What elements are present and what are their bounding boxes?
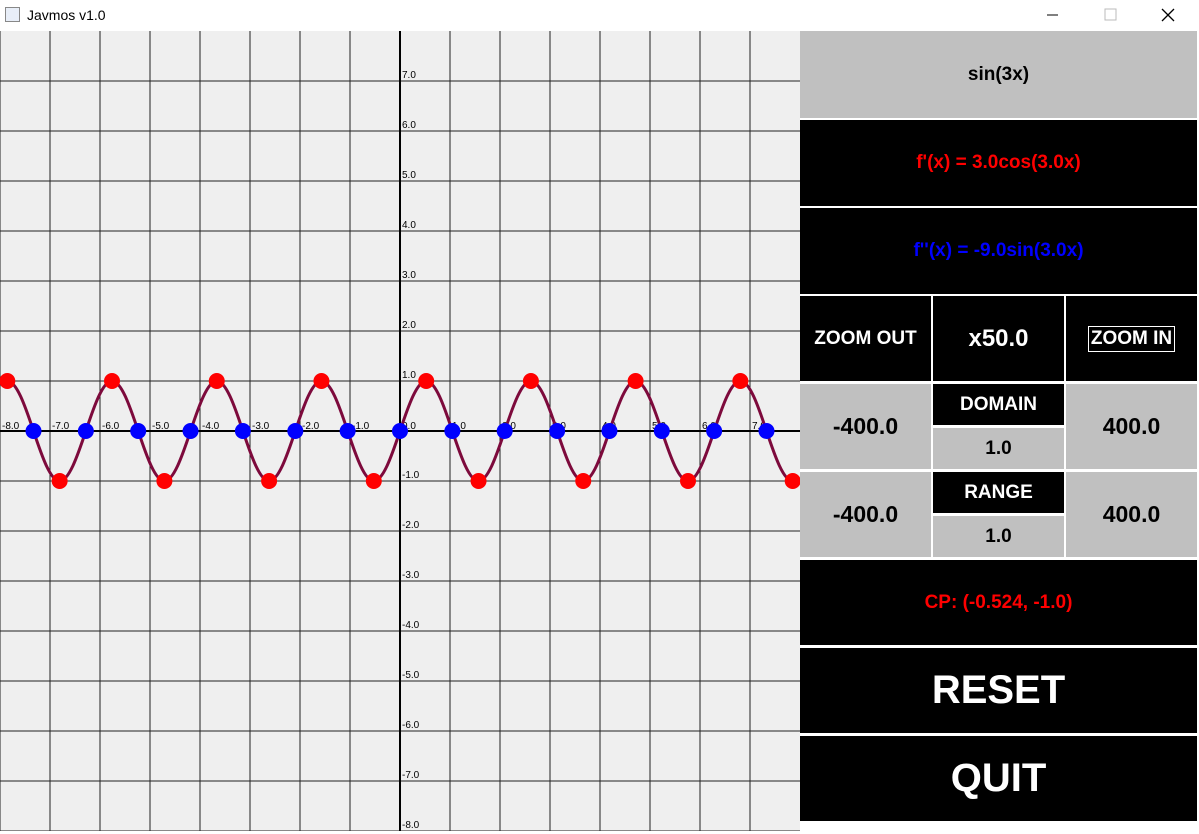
y-tick-label: -6.0 — [402, 720, 420, 731]
inflection-point — [25, 423, 42, 439]
y-tick-label: -7.0 — [402, 770, 420, 781]
inflection-point — [234, 423, 251, 439]
critical-point — [522, 373, 539, 389]
x-tick-label: -8.0 — [2, 421, 20, 432]
inflection-point — [706, 423, 723, 439]
y-tick-label: 4.0 — [402, 220, 416, 231]
zoom-in-label: ZOOM IN — [1087, 325, 1176, 352]
maximize-button[interactable] — [1104, 8, 1117, 21]
range-min-input[interactable]: -400.0 — [800, 472, 931, 557]
x-tick-label: -2.0 — [302, 421, 320, 432]
x-tick-label: -3.0 — [252, 421, 270, 432]
x-tick-label: -6.0 — [102, 421, 120, 432]
graph-area: -8.0 -7.0 -6.0 -5.0 -4.0 -3.0 -2.0 -1.0 0.0 1.0 2.… — [0, 31, 800, 831]
y-tick-label: -2.0 — [402, 520, 420, 531]
critical-point — [365, 473, 382, 489]
inflection-point — [77, 423, 94, 439]
critical-point-display: CP: (-0.524, -1.0) — [800, 560, 1197, 645]
x-tick-label: -7.0 — [52, 421, 70, 432]
critical-point — [156, 473, 173, 489]
range-label: RANGE — [933, 472, 1064, 513]
window-title: Javmos v1.0 — [27, 7, 106, 23]
app-icon — [5, 7, 20, 22]
quit-button[interactable]: QUIT — [800, 736, 1197, 821]
domain-max-input[interactable]: 400.0 — [1066, 384, 1197, 469]
y-tick-label: 1.0 — [402, 370, 416, 381]
window-controls — [1047, 8, 1175, 22]
y-tick-label: -5.0 — [402, 670, 420, 681]
y-tick-label: 5.0 — [402, 170, 416, 181]
first-derivative: f'(x) = 3.0cos(3.0x) — [800, 120, 1197, 206]
y-tick-label: 2.0 — [402, 320, 416, 331]
y-tick-label: 7.0 — [402, 70, 416, 81]
critical-point — [784, 473, 800, 489]
x-tick-label: 7.0 — [752, 421, 766, 432]
inflection-point — [549, 423, 566, 439]
critical-point — [732, 373, 749, 389]
y-tick-label: -4.0 — [402, 620, 420, 631]
domain-min-input[interactable]: -400.0 — [800, 384, 931, 469]
zoom-level: x50.0 — [933, 296, 1064, 381]
y-tick-label: -3.0 — [402, 570, 420, 581]
critical-point — [0, 373, 16, 389]
y-tick-label: 3.0 — [402, 270, 416, 281]
inflection-point — [601, 423, 618, 439]
inflection-point — [182, 423, 199, 439]
function-input[interactable]: sin(3x) — [800, 31, 1197, 118]
inflection-point — [392, 423, 408, 439]
domain-label: DOMAIN — [933, 384, 1064, 425]
x-tick-label: 1.0 — [452, 421, 466, 432]
range-step-input[interactable]: 1.0 — [933, 516, 1064, 557]
close-button[interactable] — [1161, 8, 1175, 22]
critical-point — [261, 473, 278, 489]
zoom-out-button[interactable]: ZOOM OUT — [800, 296, 931, 381]
critical-point — [208, 373, 225, 389]
zoom-in-button[interactable]: ZOOM IN — [1066, 296, 1197, 381]
critical-point — [313, 373, 330, 389]
reset-button[interactable]: RESET — [800, 648, 1197, 733]
title-bar: Javmos v1.0 — [0, 0, 1199, 31]
x-tick-label: 0.0 — [402, 421, 416, 432]
critical-point — [418, 373, 435, 389]
x-tick-label: -5.0 — [152, 421, 170, 432]
range-max-input[interactable]: 400.0 — [1066, 472, 1197, 557]
inflection-point — [287, 423, 304, 439]
critical-point — [575, 473, 592, 489]
y-tick-label: 6.0 — [402, 120, 416, 131]
critical-point — [680, 473, 696, 489]
critical-point — [627, 373, 644, 389]
inflection-point — [653, 423, 670, 439]
second-derivative: f''(x) = -9.0sin(3.0x) — [800, 208, 1197, 294]
inflection-point — [758, 423, 775, 439]
inflection-point — [496, 423, 513, 439]
inflection-point — [130, 423, 147, 439]
y-tick-label: -1.0 — [402, 470, 420, 481]
x-tick-label: -1.0 — [352, 421, 370, 432]
inflection-point — [444, 423, 461, 439]
inflection-point — [339, 423, 356, 439]
domain-step-input[interactable]: 1.0 — [933, 428, 1064, 469]
critical-point — [470, 473, 487, 489]
critical-point — [51, 473, 68, 489]
x-tick-label: -4.0 — [202, 421, 220, 432]
critical-point — [104, 373, 120, 389]
y-tick-label: -8.0 — [402, 820, 420, 831]
